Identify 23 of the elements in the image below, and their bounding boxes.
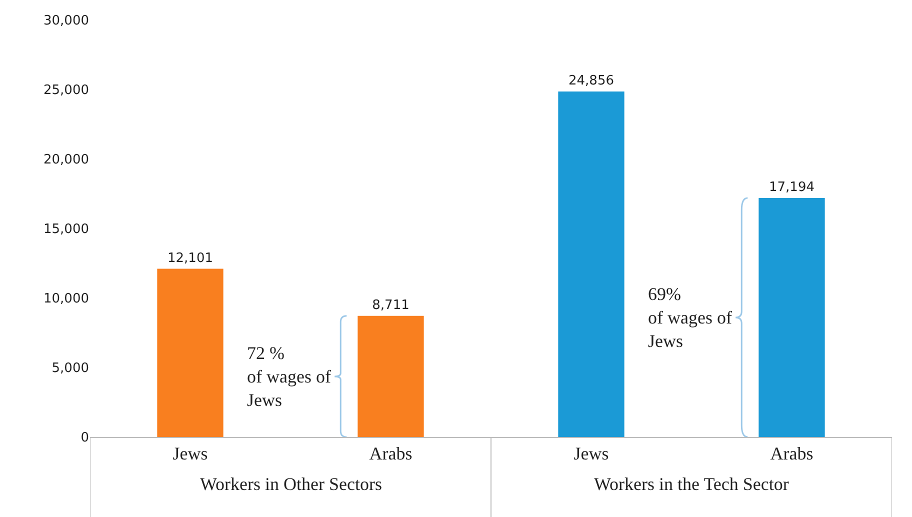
annotation: 72 % of wages of Jews (247, 343, 331, 410)
bar (157, 268, 224, 437)
annotation: 69% of wages of Jews (648, 284, 732, 351)
data-label: 17,194 (769, 180, 814, 195)
data-label: 12,101 (168, 250, 213, 266)
data-label: 24,856 (568, 74, 614, 88)
text: Workers in the Tech Sector (594, 474, 789, 494)
data-label: 8,711 (372, 298, 410, 313)
text: Workers in Other Sectors (200, 474, 382, 494)
y-tick-label: 30,000 (44, 14, 89, 29)
y-tick-label: 0 (80, 430, 89, 446)
x-tick-label: Arabs (770, 444, 814, 464)
x-tick-label: Jews (172, 444, 208, 464)
y-tick-label: 15,000 (44, 222, 89, 238)
bar (758, 198, 825, 437)
x-tick-label: Jews (574, 444, 609, 464)
x-tick-label: Arabs (369, 444, 412, 464)
bar (558, 92, 624, 437)
y-tick-label: 5,000 (52, 361, 89, 376)
y-tick-label: 10,000 (44, 292, 89, 307)
y-tick-label: 20,000 (44, 152, 89, 168)
y-tick-label: 25,000 (44, 83, 89, 98)
bar (358, 316, 424, 437)
